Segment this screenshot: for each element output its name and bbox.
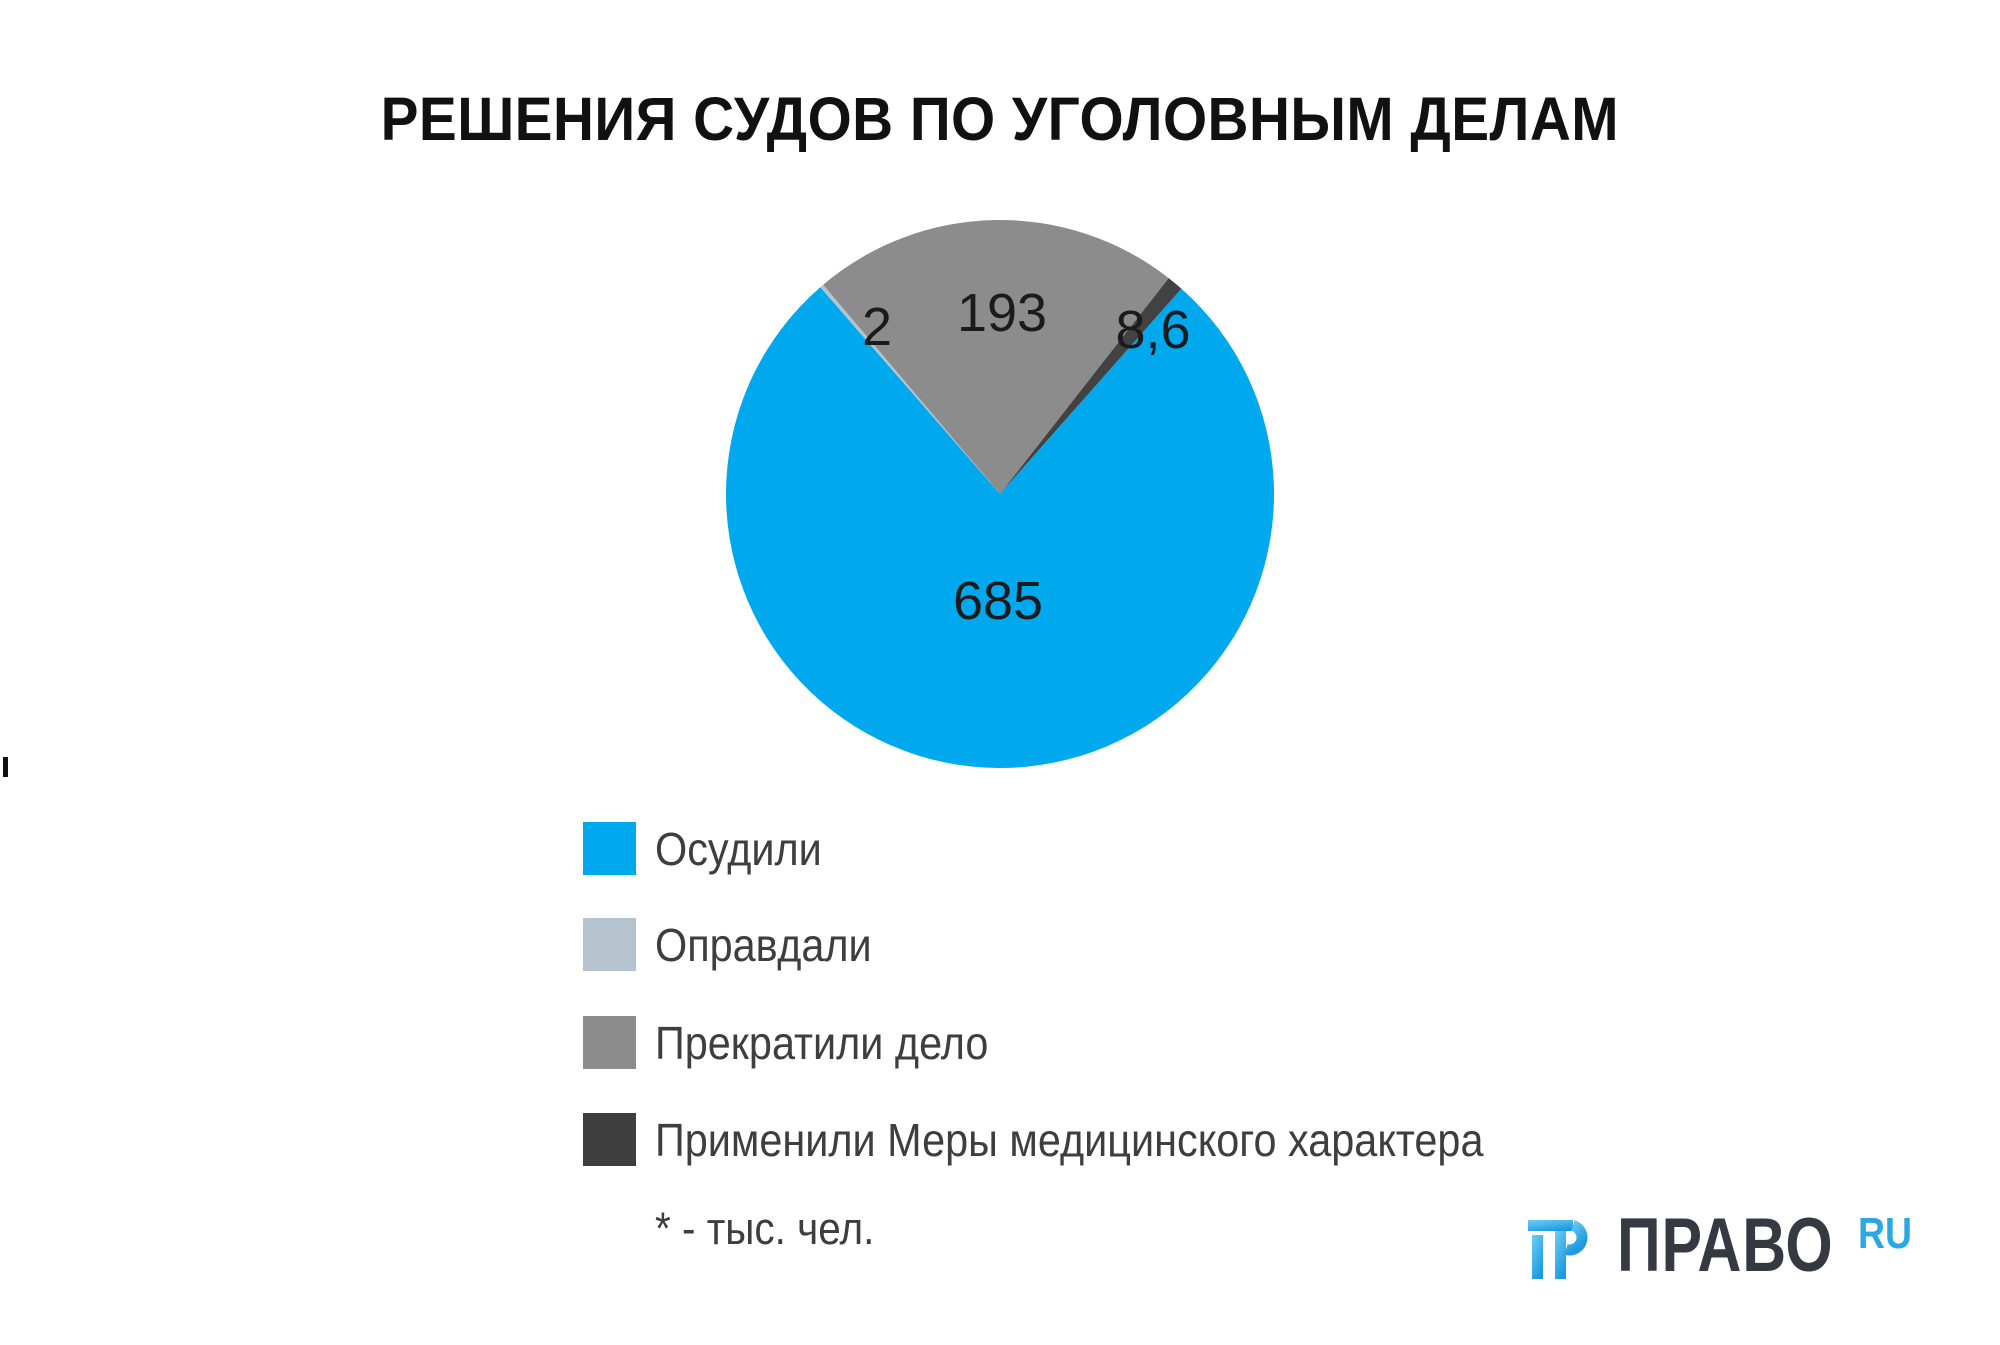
legend-item-prekratili: Прекратили дело (583, 1016, 1025, 1069)
slice-label-prekratili: 193 (956, 283, 1048, 343)
page-title-text: РЕШЕНИЯ СУДОВ ПО УГОЛОВНЫМ ДЕЛАМ (380, 85, 1620, 153)
slice-label-mery: 8,6 (1115, 300, 1191, 360)
page-title: РЕШЕНИЯ СУДОВ ПО УГОЛОВНЫМ ДЕЛАМ (0, 84, 2000, 154)
legend-label-osudili: Осудили (655, 822, 822, 875)
legend-label-mery: Применили Меры медицинского характера (655, 1113, 1484, 1166)
pie-slice-prekratili (823, 220, 1169, 494)
legend-swatch-osudili (583, 822, 636, 875)
pie-slice-mery (1000, 278, 1182, 494)
legend-item-mery: Применили Меры медицинского характера (583, 1113, 1576, 1166)
legend-swatch-opravdali (583, 918, 636, 971)
legend-label-prekratili: Прекратили дело (655, 1016, 989, 1069)
slice-label-opravdali: 2 (861, 297, 893, 357)
pravo-ru-logo: ПРАВО RU (1527, 1208, 1921, 1284)
slice-label-osudili: 685 (952, 571, 1044, 631)
pie-slice-osudili (725, 287, 1274, 769)
pravo-ru-wordmark: ПРАВО (1617, 1203, 1834, 1288)
legend-item-opravdali: Оправдали (583, 918, 896, 971)
pravo-ru-tld: RU (1857, 1209, 1912, 1258)
pie-slice-opravdali (820, 284, 1000, 494)
legend-swatch-mery (583, 1113, 636, 1166)
left-edge-artifact (3, 757, 8, 777)
pravo-ru-logo-icon (1528, 1220, 1588, 1279)
legend-swatch-prekratili (583, 1016, 636, 1069)
legend-label-opravdali: Оправдали (655, 918, 872, 971)
unit-footnote: * - тыс. чел. (655, 1203, 875, 1254)
legend-item-osudili: Осудили (583, 822, 840, 875)
